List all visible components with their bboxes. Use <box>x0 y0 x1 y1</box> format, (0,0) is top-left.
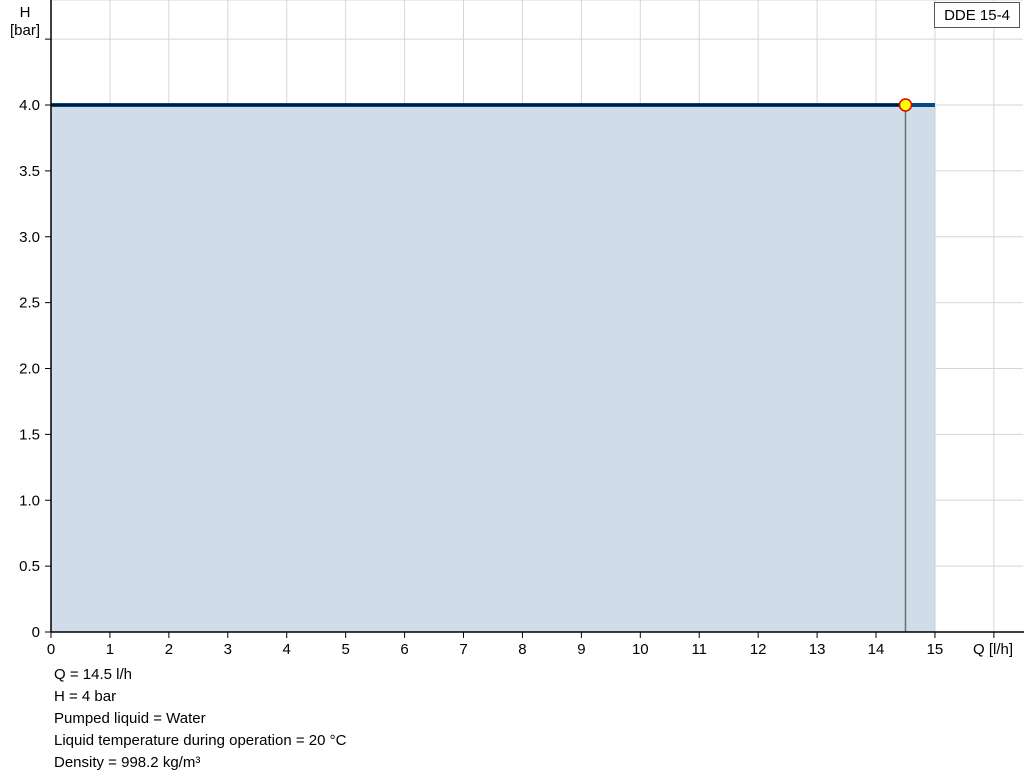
y-tick-label: 3.0 <box>19 229 40 246</box>
x-axis-label: Q [l/h] <box>973 641 1013 658</box>
x-tick-label: 4 <box>283 641 291 658</box>
x-tick-label: 10 <box>632 641 649 658</box>
x-tick-label: 0 <box>47 641 55 658</box>
x-tick-label: 12 <box>750 641 767 658</box>
y-tick-label: 1.0 <box>19 492 40 509</box>
operating-point <box>898 98 913 112</box>
y-tick-label: 4.0 <box>19 97 40 114</box>
legend-product-name: DDE 15-4 <box>934 2 1020 28</box>
x-tick-label: 6 <box>400 641 408 658</box>
marks <box>51 98 936 632</box>
y-tick-label: 3.5 <box>19 163 40 180</box>
info-liquid: Pumped liquid = Water <box>54 710 206 727</box>
x-tick-label: 13 <box>809 641 826 658</box>
x-tick-label: 9 <box>577 641 585 658</box>
y-axis-label-unit: [bar] <box>10 22 40 39</box>
y-tick-label: 2.5 <box>19 295 40 312</box>
info-flow: Q = 14.5 l/h <box>54 666 132 683</box>
x-tick-label: 8 <box>518 641 526 658</box>
x-tick-label: 1 <box>106 641 114 658</box>
operating-info: Q = 14.5 l/h H = 4 bar Pumped liquid = W… <box>54 664 346 774</box>
y-tick-label: 0 <box>32 624 40 641</box>
info-density: Density = 998.2 kg/m³ <box>54 754 201 771</box>
x-tick-label: 15 <box>927 641 944 658</box>
info-temperature: Liquid temperature during operation = 20… <box>54 732 347 749</box>
x-tick-label: 7 <box>459 641 467 658</box>
x-tick-label: 11 <box>691 641 707 658</box>
y-axis-label-symbol: H <box>20 4 31 21</box>
x-tick-label: 14 <box>868 641 885 658</box>
y-tick-label: 2.0 <box>19 361 40 378</box>
y-tick-label: 1.5 <box>19 426 40 443</box>
info-head: H = 4 bar <box>54 688 117 705</box>
axes: 0 1 2 3 4 5 6 7 8 9 10 11 12 13 14 1500.51.01.52.02.53.… <box>19 0 1024 658</box>
y-tick-label: 0.5 <box>19 558 40 575</box>
x-tick-label: 3 <box>224 641 232 658</box>
curve-area-fill <box>51 105 935 632</box>
x-tick-label: 5 <box>341 641 349 658</box>
x-tick-label: 2 <box>165 641 173 658</box>
